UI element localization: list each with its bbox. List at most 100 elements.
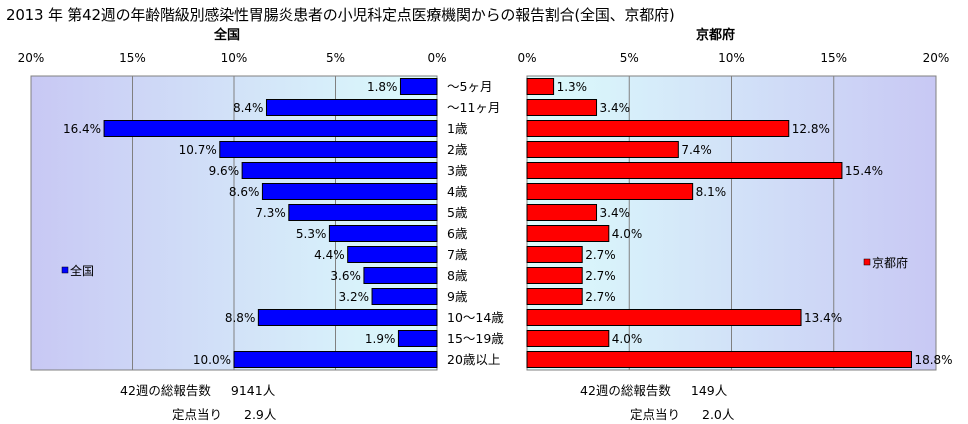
- kyoto-tick-label: 10%: [718, 51, 745, 65]
- kyoto-data-label: 4.0%: [612, 227, 643, 241]
- kyoto-tick-label: 5%: [620, 51, 639, 65]
- kyoto-data-label: 3.4%: [600, 101, 631, 115]
- kyoto-tick-label: 20%: [923, 51, 950, 65]
- national-bar: [288, 204, 438, 221]
- national-summary-per-site: 定点当り 2.9人: [172, 404, 276, 423]
- kyoto-data-label: 2.7%: [585, 269, 616, 283]
- kyoto-per-site-value: 2.0人: [702, 407, 735, 422]
- kyoto-report-value: 149人: [690, 383, 728, 398]
- category-label: 20歳以上: [447, 352, 500, 367]
- kyoto-data-label: 4.0%: [612, 332, 643, 346]
- national-chart-title: 全国: [214, 28, 241, 43]
- national-legend-swatch: [61, 266, 69, 274]
- page-title: 2013 年 第42週の年齢階級別感染性胃腸炎患者の小児科定点医療機関からの報告…: [6, 6, 675, 24]
- kyoto-data-label: 15.4%: [845, 164, 883, 178]
- kyoto-bar: [526, 99, 598, 116]
- category-label: 〜5ヶ月: [447, 79, 492, 94]
- kyoto-bar: [526, 309, 802, 326]
- category-label: 5歳: [447, 205, 468, 220]
- national-data-label: 3.2%: [339, 290, 370, 304]
- kyoto-data-label: 8.1%: [696, 185, 727, 199]
- national-data-label: 10.7%: [179, 143, 217, 157]
- kyoto-bar: [526, 141, 679, 158]
- national-bar: [233, 351, 438, 368]
- national-data-label: 16.4%: [63, 122, 101, 136]
- national-tick-label: 15%: [119, 51, 146, 65]
- national-data-label: 10.0%: [193, 353, 231, 367]
- kyoto-summary-per-site: 定点当り 2.0人: [630, 404, 734, 423]
- national-data-label: 7.3%: [255, 206, 286, 220]
- national-data-label: 3.6%: [330, 269, 361, 283]
- category-label: 8歳: [447, 268, 468, 283]
- kyoto-bar: [526, 120, 790, 137]
- kyoto-bar: [526, 351, 912, 368]
- kyoto-chart-title: 京都府: [696, 28, 736, 43]
- kyoto-bar: [526, 288, 583, 305]
- national-tick-label: 20%: [18, 51, 45, 65]
- national-bar: [261, 183, 438, 200]
- kyoto-bar: [526, 204, 598, 221]
- national-bar: [219, 141, 438, 158]
- category-label: 3歳: [447, 163, 468, 178]
- national-tick-label: 10%: [221, 51, 248, 65]
- national-bar: [371, 288, 438, 305]
- kyoto-data-label: 12.8%: [792, 122, 830, 136]
- national-bar: [265, 99, 438, 116]
- national-bar: [328, 225, 438, 242]
- category-label: 9歳: [447, 289, 468, 304]
- kyoto-bar: [526, 78, 555, 95]
- national-tick-label: 0%: [427, 51, 446, 65]
- national-data-label: 1.8%: [367, 80, 398, 94]
- kyoto-bar: [526, 330, 610, 347]
- national-report-value: 9141人: [230, 383, 276, 398]
- kyoto-summary-reports: 42週の総報告数 149人: [580, 380, 727, 399]
- national-summary-reports: 42週の総報告数 9141人: [120, 380, 275, 399]
- kyoto-bar: [526, 162, 843, 179]
- national-bar: [397, 330, 438, 347]
- national-report-label: 42週の総報告数: [120, 383, 211, 398]
- national-bar: [103, 120, 438, 137]
- kyoto-bar: [526, 267, 583, 284]
- category-label: 6歳: [447, 226, 468, 241]
- category-label: 7歳: [447, 247, 468, 262]
- kyoto-data-label: 7.4%: [681, 143, 712, 157]
- national-data-label: 8.6%: [229, 185, 260, 199]
- national-bar: [363, 267, 438, 284]
- kyoto-bar: [526, 183, 694, 200]
- kyoto-bar: [526, 246, 583, 263]
- category-label: 2歳: [447, 142, 468, 157]
- kyoto-tick-label: 0%: [517, 51, 536, 65]
- kyoto-data-label: 3.4%: [600, 206, 631, 220]
- category-label: 4歳: [447, 184, 468, 199]
- kyoto-report-label: 42週の総報告数: [580, 383, 671, 398]
- kyoto-legend-swatch: [863, 258, 871, 266]
- kyoto-tick-label: 15%: [820, 51, 847, 65]
- kyoto-data-label: 2.7%: [585, 248, 616, 262]
- national-bar: [241, 162, 438, 179]
- national-data-label: 9.6%: [209, 164, 240, 178]
- category-label: 15〜19歳: [447, 331, 504, 346]
- national-data-label: 5.3%: [296, 227, 327, 241]
- national-bar: [347, 246, 438, 263]
- category-label: 10〜14歳: [447, 310, 504, 325]
- national-data-label: 8.4%: [233, 101, 264, 115]
- national-data-label: 1.9%: [365, 332, 396, 346]
- national-data-label: 8.8%: [225, 311, 256, 325]
- national-tick-label: 5%: [326, 51, 345, 65]
- national-legend-label: 全国: [70, 263, 94, 278]
- kyoto-data-label: 2.7%: [585, 290, 616, 304]
- kyoto-legend-label: 京都府: [872, 255, 908, 270]
- national-bar: [399, 78, 438, 95]
- national-per-site-value: 2.9人: [244, 407, 277, 422]
- kyoto-data-label: 18.8%: [914, 353, 952, 367]
- national-data-label: 4.4%: [314, 248, 345, 262]
- kyoto-bar: [526, 225, 610, 242]
- category-label: 〜11ヶ月: [447, 100, 500, 115]
- kyoto-data-label: 1.3%: [557, 80, 588, 94]
- kyoto-per-site-label: 定点当り: [630, 407, 681, 422]
- national-per-site-label: 定点当り: [172, 407, 223, 422]
- national-bar: [257, 309, 438, 326]
- kyoto-data-label: 13.4%: [804, 311, 842, 325]
- category-label: 1歳: [447, 121, 468, 136]
